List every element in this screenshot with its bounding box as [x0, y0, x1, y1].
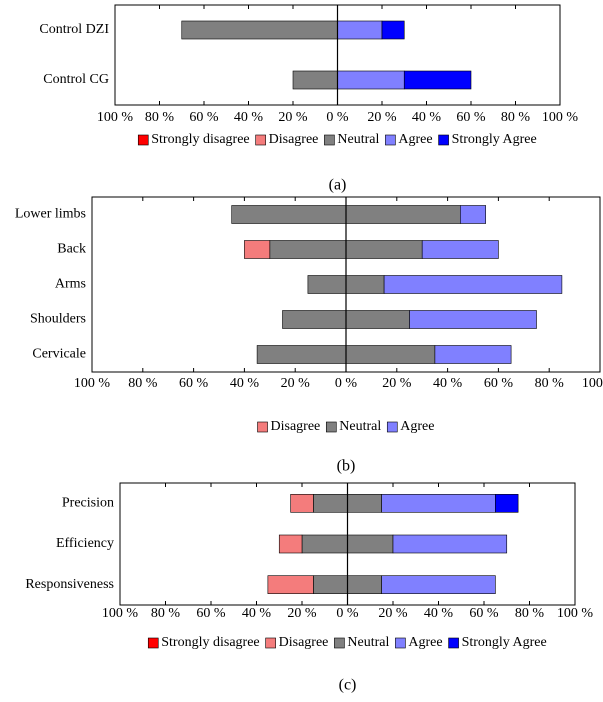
- bar-segment: [409, 310, 537, 329]
- legend-swatch: [147, 637, 159, 649]
- legend-swatch: [255, 134, 266, 146]
- bar-segment: [495, 494, 519, 513]
- bar-segment: [381, 575, 496, 594]
- category-label: Cervicale: [32, 347, 86, 362]
- x-tick-label: 40 %: [412, 110, 442, 125]
- bar-segment: [392, 534, 508, 554]
- legend-label: Agree: [398, 132, 432, 147]
- category-label: Arms: [55, 277, 86, 292]
- legend-swatch: [448, 637, 459, 649]
- category-label: Control DZI: [39, 22, 109, 37]
- x-tick-label: 100 %: [582, 376, 603, 391]
- caption: (c): [339, 677, 357, 694]
- bar-segment: [337, 20, 383, 40]
- x-tick-label: 80 %: [501, 110, 531, 125]
- x-tick-label: 40 %: [424, 606, 454, 621]
- x-tick-label: 20 %: [278, 110, 308, 125]
- x-tick-label: 100 %: [102, 606, 139, 621]
- category-label: Efficiency: [56, 536, 114, 551]
- legend-label: Neutral: [337, 132, 379, 147]
- bar-segment: [381, 20, 405, 40]
- legend-label: Neutral: [339, 419, 381, 434]
- bar-segment: [290, 494, 314, 513]
- x-tick-label: 20 %: [367, 110, 397, 125]
- category-label: Responsiveness: [25, 577, 114, 592]
- x-tick-label: 60 %: [189, 110, 219, 125]
- bar-segment: [337, 70, 405, 90]
- category-label: Precision: [62, 496, 114, 511]
- bar-segment: [381, 494, 496, 513]
- x-tick-label: 40 %: [234, 110, 264, 125]
- x-tick-label: 20 %: [287, 606, 317, 621]
- bar-segment: [181, 20, 338, 40]
- x-tick-label: 60 %: [196, 606, 226, 621]
- legend-label: Disagree: [279, 635, 329, 650]
- x-tick-label: 20 %: [378, 606, 408, 621]
- x-tick-label: 80 %: [145, 110, 175, 125]
- bar-segment: [383, 275, 563, 294]
- x-tick-label: 40 %: [242, 606, 272, 621]
- legend-swatch: [438, 134, 449, 146]
- x-tick-label: 0 %: [335, 376, 358, 391]
- legend-label: Strongly disagree: [161, 635, 259, 650]
- bar-segment: [278, 534, 303, 554]
- x-tick-label: 80 %: [128, 376, 158, 391]
- x-tick-label: 60 %: [456, 110, 486, 125]
- x-tick-label: 100 %: [542, 110, 579, 125]
- legend-label: Disagree: [271, 419, 321, 434]
- x-tick-label: 20 %: [281, 376, 311, 391]
- x-tick-label: 60 %: [469, 606, 499, 621]
- legend-swatch: [137, 134, 149, 146]
- bar-segment: [459, 205, 486, 224]
- bar-segment: [421, 240, 499, 259]
- x-tick-label: 80 %: [151, 606, 181, 621]
- legend-swatch: [386, 421, 398, 433]
- legend-label: Neutral: [347, 635, 389, 650]
- legend-label: Strongly Agree: [452, 132, 537, 147]
- x-tick-label: 100 %: [557, 606, 594, 621]
- legend-label: Agree: [400, 419, 434, 434]
- x-tick-label: 80 %: [535, 376, 565, 391]
- bar-segment: [403, 70, 472, 90]
- x-tick-label: 20 %: [382, 376, 412, 391]
- category-label: Control CG: [43, 72, 109, 87]
- bar-segment: [292, 70, 338, 90]
- caption: (a): [329, 177, 347, 194]
- legend-label: Strongly disagree: [151, 132, 249, 147]
- category-label: Shoulders: [30, 312, 86, 327]
- x-tick-label: 40 %: [433, 376, 463, 391]
- category-label: Back: [57, 242, 86, 257]
- legend-swatch: [257, 421, 268, 433]
- legend-swatch: [265, 637, 276, 649]
- legend-swatch: [334, 637, 345, 649]
- legend-swatch: [324, 134, 335, 146]
- legend-label: Strongly Agree: [462, 635, 547, 650]
- bar-segment: [244, 240, 271, 259]
- x-tick-label: 100 %: [74, 376, 111, 391]
- x-tick-label: 100 %: [97, 110, 134, 125]
- caption: (b): [337, 458, 356, 475]
- legend-label: Agree: [408, 635, 442, 650]
- x-tick-label: 0 %: [336, 606, 359, 621]
- x-tick-label: 60 %: [179, 376, 209, 391]
- bar-segment: [267, 575, 314, 594]
- x-tick-label: 60 %: [484, 376, 514, 391]
- legend-swatch: [385, 134, 396, 146]
- bar-segment: [434, 345, 512, 364]
- x-tick-label: 40 %: [230, 376, 260, 391]
- x-tick-label: 80 %: [515, 606, 545, 621]
- x-tick-label: 0 %: [326, 110, 349, 125]
- legend-swatch: [395, 637, 406, 649]
- category-label: Lower limbs: [15, 207, 86, 222]
- legend-label: Disagree: [269, 132, 319, 147]
- legend-swatch: [325, 421, 337, 433]
